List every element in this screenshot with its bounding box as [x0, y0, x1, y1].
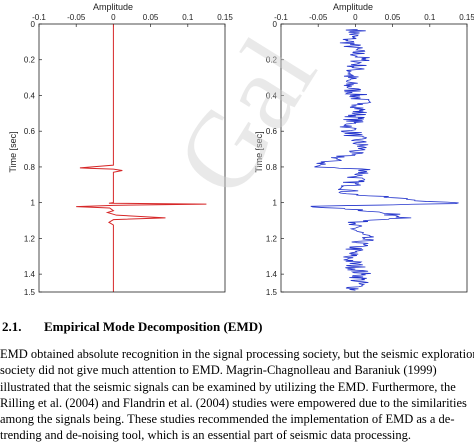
- x-tick-label: -0.05: [309, 13, 328, 22]
- plot-frame: [38, 23, 226, 293]
- section-title: Empirical Mode Decomposition (EMD): [44, 319, 263, 334]
- x-tick-label: 0.05: [143, 13, 159, 22]
- y-tick-label: 0.6: [266, 127, 278, 136]
- seismic-trace-figure: Amplitude Time [sec] -0.1 -0.05 0 0.05 0.1 0.…: [8, 2, 474, 297]
- y-tick-label: 0.2: [266, 56, 278, 65]
- x-tick-label: -0.1: [274, 13, 288, 22]
- y-tick-label: 1.2: [266, 234, 278, 243]
- x-tick-label: 0: [111, 13, 116, 22]
- x-tick-label: 0.15: [459, 13, 474, 22]
- x-tick-label: 0.1: [182, 13, 194, 22]
- x-tick-label: 0: [353, 13, 358, 22]
- body-line: among the signals being. These studies r…: [0, 412, 455, 427]
- y-tick-label: 1.5: [266, 288, 278, 297]
- y-tick-label: 1: [273, 199, 278, 208]
- y-tick-label: 0.8: [24, 163, 36, 172]
- x-axis-title: Amplitude: [93, 2, 133, 12]
- y-tick-label: 1.4: [266, 270, 278, 279]
- section-heading: 2.1. Empirical Mode Decomposition (EMD): [0, 319, 474, 335]
- body-paragraph: EMD obtained absolute recognition in the…: [0, 346, 474, 444]
- chart-panel-blue-trace: Amplitude Time [sec] -0.1 -0.05 0 0.05 0.1 0.…: [254, 2, 474, 297]
- plot-frame: [280, 23, 468, 293]
- y-axis-title: Time [sec]: [254, 131, 264, 172]
- x-tick-label: 0.15: [217, 13, 233, 22]
- x-tick-label: -0.05: [67, 13, 86, 22]
- x-tick-label: -0.1: [32, 13, 46, 22]
- x-tick-label: 0.1: [424, 13, 436, 22]
- tick-group: -0.1 -0.05 0 0.05 0.1 0.15 0 0.2 0.4 0.6 0.8 1 1.2 1.…: [266, 13, 474, 297]
- y-tick-label: 1.4: [24, 270, 36, 279]
- red-seismic-trace: [76, 24, 207, 292]
- section-number: 2.1.: [2, 319, 22, 334]
- y-tick-label: 0.4: [24, 91, 36, 100]
- x-tick-label: 0.05: [385, 13, 401, 22]
- x-axis-title: Amplitude: [333, 2, 373, 12]
- y-axis-title: Time [sec]: [8, 131, 18, 172]
- y-tick-label: 1.5: [24, 288, 36, 297]
- y-tick-label: 0.6: [24, 127, 36, 136]
- y-tick-label: 1: [31, 199, 36, 208]
- chart-panel-red-trace: Amplitude Time [sec] -0.1 -0.05 0 0.05 0.1 0.…: [8, 2, 233, 297]
- y-tick-label: 0.2: [24, 56, 36, 65]
- y-tick-label: 0.4: [266, 91, 278, 100]
- body-line: Rilling et al. (2004) and Flandrin et al…: [0, 395, 467, 410]
- body-line: illustrated that the seismic signals can…: [0, 379, 456, 394]
- blue-seismic-trace: [310, 28, 459, 291]
- body-line: EMD obtained absolute recognition in the…: [0, 347, 474, 361]
- body-line: society did not give much attention to E…: [0, 363, 437, 378]
- body-line: trending and de-noising tool, which is a…: [0, 428, 412, 443]
- tick-group: -0.1 -0.05 0 0.05 0.1 0.15 0 0.2 0.4 0.6 0.8 1 1.2 1.…: [24, 13, 233, 297]
- y-tick-label: 1.2: [24, 234, 36, 243]
- y-tick-label: 0: [273, 20, 278, 29]
- y-tick-label: 0.8: [266, 163, 278, 172]
- y-tick-label: 0: [31, 20, 36, 29]
